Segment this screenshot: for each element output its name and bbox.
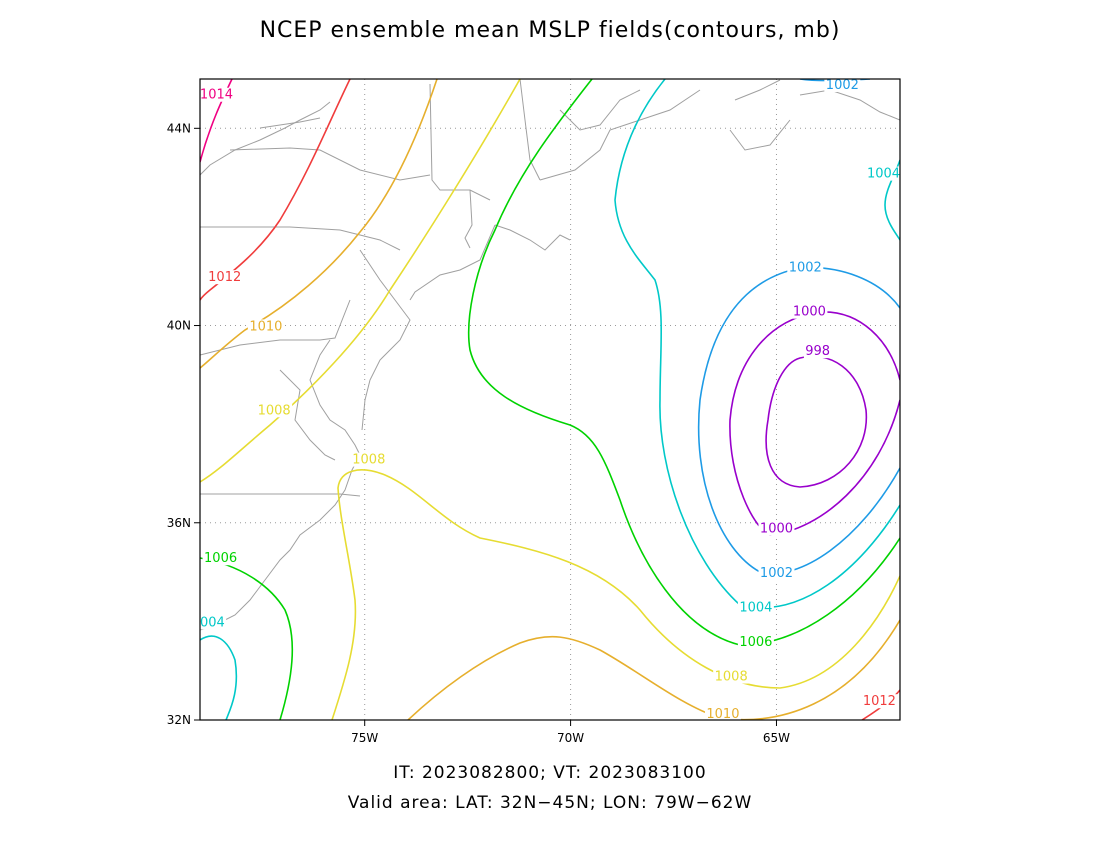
isobar-1010-north	[200, 79, 438, 369]
contour-label-bg	[713, 669, 750, 684]
valid-area: Valid area: LAT: 32N−45N; LON: 79W−62W	[347, 793, 753, 813]
contour-label: 1008	[258, 403, 291, 418]
isobar-1014	[200, 79, 233, 163]
contour-label-bg	[202, 551, 239, 566]
contour-label: 1008	[715, 670, 748, 685]
contour-label: 1002	[760, 566, 793, 581]
isobar-1008-coastal	[200, 79, 521, 483]
contour-label-bg	[865, 166, 902, 181]
lat-tick-label: 36N	[167, 516, 191, 530]
init-valid-time: IT: 2023082800; VT: 2023083100	[393, 763, 707, 783]
contour-label: 1010	[706, 707, 739, 722]
isobar-1012	[200, 79, 351, 301]
lon-tick-label: 70W	[557, 731, 584, 745]
contour-label-bg	[247, 319, 284, 334]
isobar-1008-south	[331, 469, 900, 720]
isobar-1004-sw	[200, 635, 238, 720]
contour-label-bg	[198, 87, 235, 102]
lat-tick-label: 40N	[167, 319, 191, 333]
contour-label-bg	[198, 615, 227, 630]
contour-labels: 1014 1012 1010 1008 1008 1006 004 1002 1004 1002 1…	[198, 78, 902, 722]
isobar-1000-center	[729, 311, 900, 536]
contour-label-bg	[737, 635, 774, 650]
contour-label-bg	[787, 260, 824, 275]
contour-label: 004	[200, 615, 225, 630]
map-title: NCEP ensemble mean MSLP fields(contours,…	[259, 18, 841, 43]
contour-label: 1012	[863, 694, 896, 709]
contour-label-bg	[758, 566, 795, 581]
contour-label-bg	[758, 521, 795, 536]
axis-ticks: 75W 70W 65W 44N 40N 36N 32N	[167, 121, 790, 745]
isobar-1006-sw	[200, 557, 294, 720]
contour-label-bg	[737, 600, 774, 615]
contour-label: 1014	[200, 88, 233, 103]
contour-label: 1002	[789, 260, 822, 275]
contour-label-bg	[256, 403, 293, 418]
contour-label: 1006	[739, 635, 772, 650]
contour-label: 1008	[352, 453, 385, 468]
lat-tick-label: 44N	[167, 121, 191, 135]
isobar-998	[765, 355, 868, 488]
contour-label-bg	[704, 707, 741, 721]
contour-label: 1010	[249, 319, 282, 334]
contour-label: 1004	[739, 601, 772, 616]
contour-label-bg	[824, 78, 861, 92]
contour-label: 1004	[867, 167, 900, 182]
lon-tick-label: 75W	[351, 731, 378, 745]
contour-label: 1000	[793, 305, 826, 320]
plot-frame	[199, 78, 901, 721]
contour-label: 1012	[208, 270, 241, 285]
contour-label-bg	[803, 344, 832, 359]
isobar-contours	[200, 79, 900, 720]
contour-label-bg	[791, 304, 828, 319]
contour-label: 998	[805, 344, 830, 359]
lat-tick-label: 32N	[167, 713, 191, 727]
contour-label-bg	[861, 694, 898, 709]
contour-label: 1000	[760, 522, 793, 537]
isobar-1010-south	[407, 619, 900, 720]
coastlines-and-borders	[200, 79, 900, 631]
contour-label-bg	[206, 270, 243, 285]
lon-tick-label: 65W	[763, 731, 790, 745]
contour-label: 1002	[826, 78, 859, 93]
contour-label: 1006	[204, 551, 237, 566]
isobar-1004-east	[614, 79, 900, 609]
contour-label-bg	[350, 452, 387, 467]
